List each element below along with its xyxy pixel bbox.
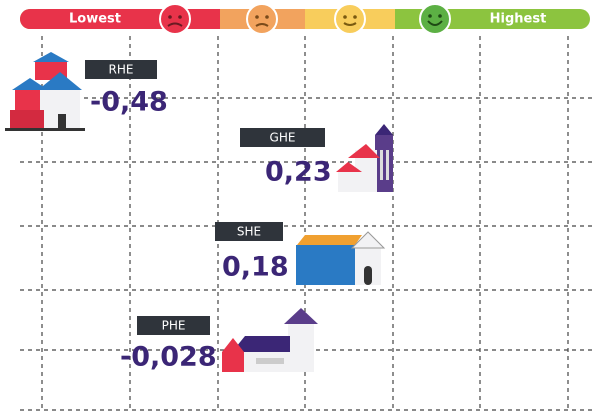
item-label: GHE bbox=[270, 131, 296, 145]
canvas: Lowest Highest RHE -0,48 GHE 0,23 SHE 0,18 PHE… bbox=[0, 0, 592, 412]
item-label: RHE bbox=[109, 63, 134, 77]
face-happy bbox=[420, 4, 450, 34]
item-value: 0,18 bbox=[222, 252, 289, 283]
item-label: SHE bbox=[237, 225, 261, 239]
item-value: 0,23 bbox=[265, 157, 332, 188]
building-she bbox=[296, 232, 384, 285]
scale-bar: Lowest Highest bbox=[20, 4, 590, 34]
item-value: -0,028 bbox=[120, 342, 217, 373]
face-smile bbox=[335, 4, 365, 34]
item-value: -0,48 bbox=[90, 87, 168, 118]
low-label: Lowest bbox=[69, 12, 121, 27]
building-phe bbox=[222, 308, 318, 372]
item-label: PHE bbox=[162, 319, 186, 333]
face-sad bbox=[247, 4, 277, 34]
building-ghe bbox=[336, 124, 393, 192]
building-rhe bbox=[5, 52, 85, 131]
high-label: Highest bbox=[490, 12, 547, 27]
infographic: Lowest Highest RHE -0,48 GHE 0,23 SHE 0,18 PHE… bbox=[0, 0, 592, 412]
face-angry bbox=[160, 4, 190, 34]
